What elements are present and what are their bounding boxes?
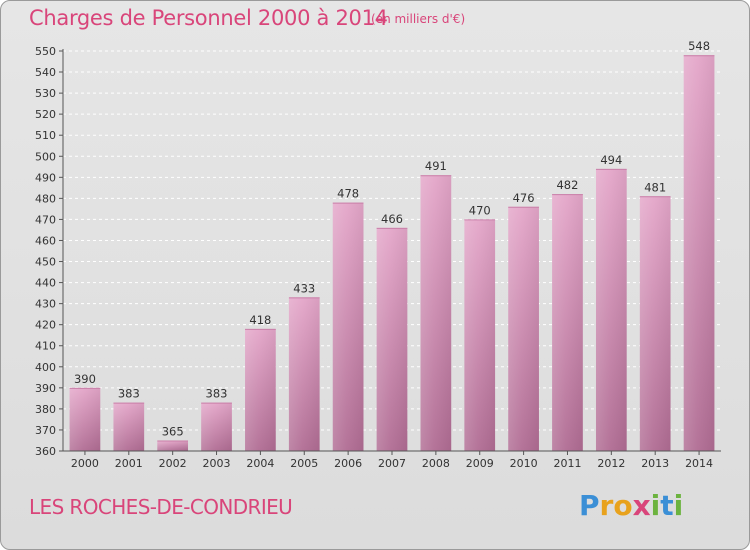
bar-layer xyxy=(69,55,715,452)
y-tick-label: 410 xyxy=(35,340,56,353)
y-tick-label: 550 xyxy=(35,45,56,58)
x-tick-label: 2009 xyxy=(466,457,494,470)
y-tick-label: 520 xyxy=(35,108,56,121)
bar-shine xyxy=(113,402,145,451)
bar-shine xyxy=(157,440,189,451)
y-tick-label: 540 xyxy=(35,66,56,79)
data-label: 365 xyxy=(162,424,184,438)
axis-layer: 360 370 380 390 400 410 420 430 440 450 460 470 480 4… xyxy=(35,45,721,470)
x-tick-label: 2004 xyxy=(246,457,274,470)
logo-letter: P xyxy=(579,489,600,522)
logo-letter: o xyxy=(613,489,633,522)
bar-shine xyxy=(552,194,583,451)
data-label: 481 xyxy=(644,180,666,194)
bar-shine xyxy=(683,55,715,452)
y-tick-label: 390 xyxy=(35,382,56,395)
data-label: 548 xyxy=(688,39,710,53)
y-tick-label: 380 xyxy=(35,403,56,416)
x-tick-label: 2012 xyxy=(597,457,625,470)
logo-letter: i xyxy=(650,489,661,522)
bar-shine xyxy=(376,227,408,451)
y-tick-label: 370 xyxy=(35,424,56,437)
x-tick-label: 2010 xyxy=(510,457,538,470)
commune-name: LES ROCHES-DE-CONDRIEU xyxy=(29,495,293,519)
chart-subtitle: (en milliers d'€) xyxy=(371,12,466,26)
x-tick-label: 2014 xyxy=(685,457,713,470)
data-label: 494 xyxy=(600,153,622,167)
x-tick-label: 2007 xyxy=(378,457,406,470)
bar-shine xyxy=(420,175,452,452)
bar-shine xyxy=(595,168,627,452)
chart-title: Charges de Personnel 2000 à 2014 xyxy=(29,6,388,30)
x-tick-label: 2006 xyxy=(334,457,362,470)
proxiti-logo: Proxiti xyxy=(579,489,683,522)
x-tick-label: 2000 xyxy=(71,457,99,470)
y-tick-label: 440 xyxy=(35,277,56,290)
y-tick-label: 510 xyxy=(35,129,56,142)
x-tick-label: 2001 xyxy=(115,457,143,470)
y-tick-label: 460 xyxy=(35,234,56,247)
bar-shine xyxy=(245,328,276,451)
data-label-layer: 390 383 365 383 418 433 478 466 491 470 476 482 494 4… xyxy=(74,39,710,438)
bar-shine xyxy=(639,196,671,451)
y-tick-label: 360 xyxy=(35,445,56,458)
x-tick-label: 2008 xyxy=(422,457,450,470)
bar-shine xyxy=(288,297,320,451)
bar-shine xyxy=(464,219,496,451)
y-tick-label: 400 xyxy=(35,361,56,374)
x-tick-label: 2013 xyxy=(641,457,669,470)
bar-shine xyxy=(332,202,364,451)
data-label: 470 xyxy=(469,203,491,217)
logo-letter: i xyxy=(673,489,684,522)
data-label: 491 xyxy=(425,159,447,173)
x-tick-label: 2002 xyxy=(159,457,187,470)
bar-shine xyxy=(201,402,232,451)
data-label: 476 xyxy=(513,191,535,205)
y-tick-label: 450 xyxy=(35,256,56,269)
data-label: 433 xyxy=(293,281,315,295)
logo-letter: x xyxy=(632,489,651,522)
bar-shine xyxy=(69,387,101,451)
logo-letter: r xyxy=(599,489,614,522)
data-label: 418 xyxy=(249,313,271,327)
data-label: 478 xyxy=(337,187,359,201)
data-label: 466 xyxy=(381,212,403,226)
y-tick-label: 490 xyxy=(35,171,56,184)
y-tick-label: 500 xyxy=(35,150,56,163)
y-tick-label: 420 xyxy=(35,319,56,332)
data-label: 390 xyxy=(74,372,96,386)
y-tick-label: 480 xyxy=(35,192,56,205)
y-tick-label: 470 xyxy=(35,213,56,226)
x-tick-label: 2005 xyxy=(290,457,318,470)
data-label: 482 xyxy=(556,178,578,192)
bar-shine xyxy=(508,206,539,451)
y-tick-label: 430 xyxy=(35,298,56,311)
y-tick-label: 530 xyxy=(35,87,56,100)
data-label: 383 xyxy=(118,387,140,401)
x-tick-label: 2003 xyxy=(203,457,231,470)
logo-letter: t xyxy=(660,489,674,522)
data-label: 383 xyxy=(206,387,228,401)
x-tick-label: 2011 xyxy=(553,457,581,470)
